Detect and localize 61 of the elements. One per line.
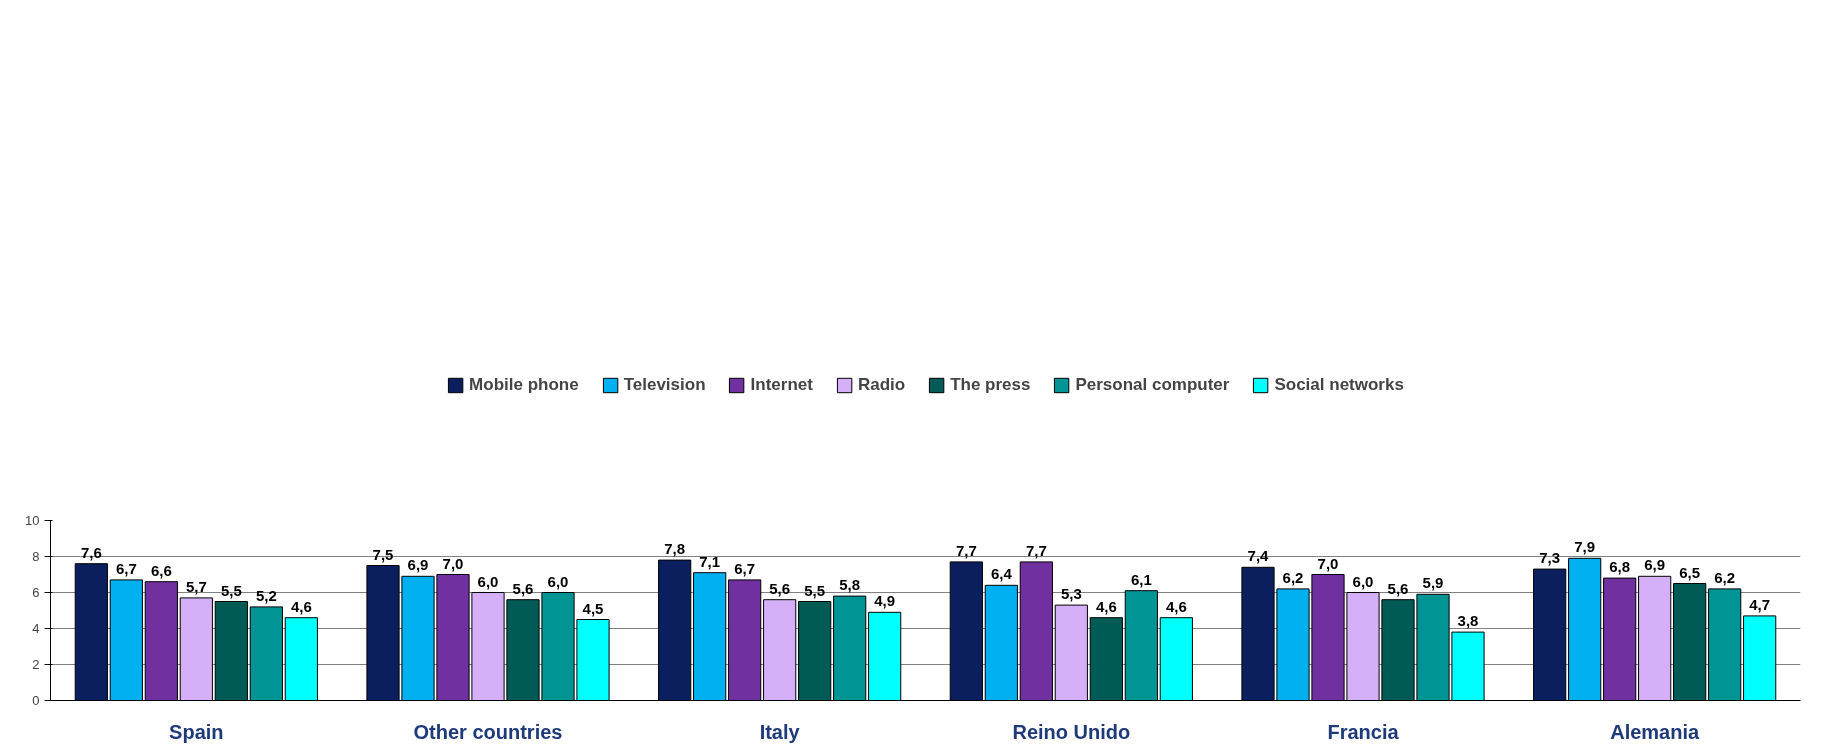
data-label: 7,4 [1247,547,1270,565]
data-label: 7,3 [1539,549,1561,567]
legend-label: Radio [857,375,906,395]
data-label: 7,9 [1574,538,1596,556]
data-label: 4,6 [1095,597,1117,615]
x-tick-label: Alemania [1610,720,1701,743]
legend-label: The press [950,375,1031,395]
x-tick-label: Other countries [413,720,563,743]
data-label: 5,6 [512,579,534,597]
data-label: 6,8 [1609,558,1631,576]
data-label: 6,0 [547,572,569,590]
data-label: 5,9 [1422,574,1444,592]
y-tick-label: 6 [32,585,40,600]
x-tick-label: Spain [169,720,224,743]
data-label: 4,9 [874,592,896,610]
data-label: 5,6 [769,579,791,597]
y-tick-label: 4 [32,621,40,636]
data-label: 5,8 [839,576,861,594]
data-label: 5,7 [185,577,207,595]
data-label: 4,6 [1165,597,1187,615]
data-label: 7,1 [699,552,721,570]
data-label: 6,9 [407,556,429,574]
data-label: 6,0 [1352,572,1374,590]
y-tick-label: 10 [25,513,40,528]
legend-label: Personal computer [1075,375,1230,395]
data-label: 6,1 [1130,570,1152,588]
y-tick-label: 0 [32,693,40,708]
data-label: 5,2 [255,586,277,604]
data-label: 7,5 [372,545,394,563]
data-label: 4,7 [1749,595,1771,613]
data-label: 6,2 [1714,568,1736,586]
data-label: 7,0 [442,554,464,572]
data-label: 5,5 [220,581,242,599]
data-label: 6,0 [477,572,499,590]
data-label: 6,5 [1679,563,1701,581]
y-tick-label: 2 [32,657,40,672]
data-label: 6,9 [1644,556,1666,574]
legend-label: Internet [750,375,813,395]
data-label: 7,7 [1025,541,1047,559]
x-tick-label: Reino Unido [1012,720,1131,743]
data-label: 7,6 [80,543,102,561]
data-label: 4,5 [582,599,604,617]
data-label: 7,0 [1317,554,1339,572]
legend-label: Television [623,375,706,395]
data-label: 7,8 [664,540,686,558]
legend-label: Mobile phone [469,375,579,395]
data-label: 6,7 [115,559,137,577]
x-tick-label: Francia [1327,720,1400,743]
data-label: 6,6 [150,561,172,579]
data-label: 3,8 [1457,612,1479,630]
legend-label: Social networks [1274,375,1404,395]
data-label: 6,7 [734,559,756,577]
data-label: 7,7 [955,541,977,559]
y-tick-label: 8 [32,549,40,564]
x-tick-label: Italy [759,720,801,743]
data-label: 5,3 [1060,585,1082,603]
data-label: 6,4 [990,565,1013,583]
data-label: 5,6 [1387,579,1409,597]
data-label: 6,2 [1282,568,1304,586]
data-label: 5,5 [804,581,826,599]
data-label: 4,6 [290,597,312,615]
